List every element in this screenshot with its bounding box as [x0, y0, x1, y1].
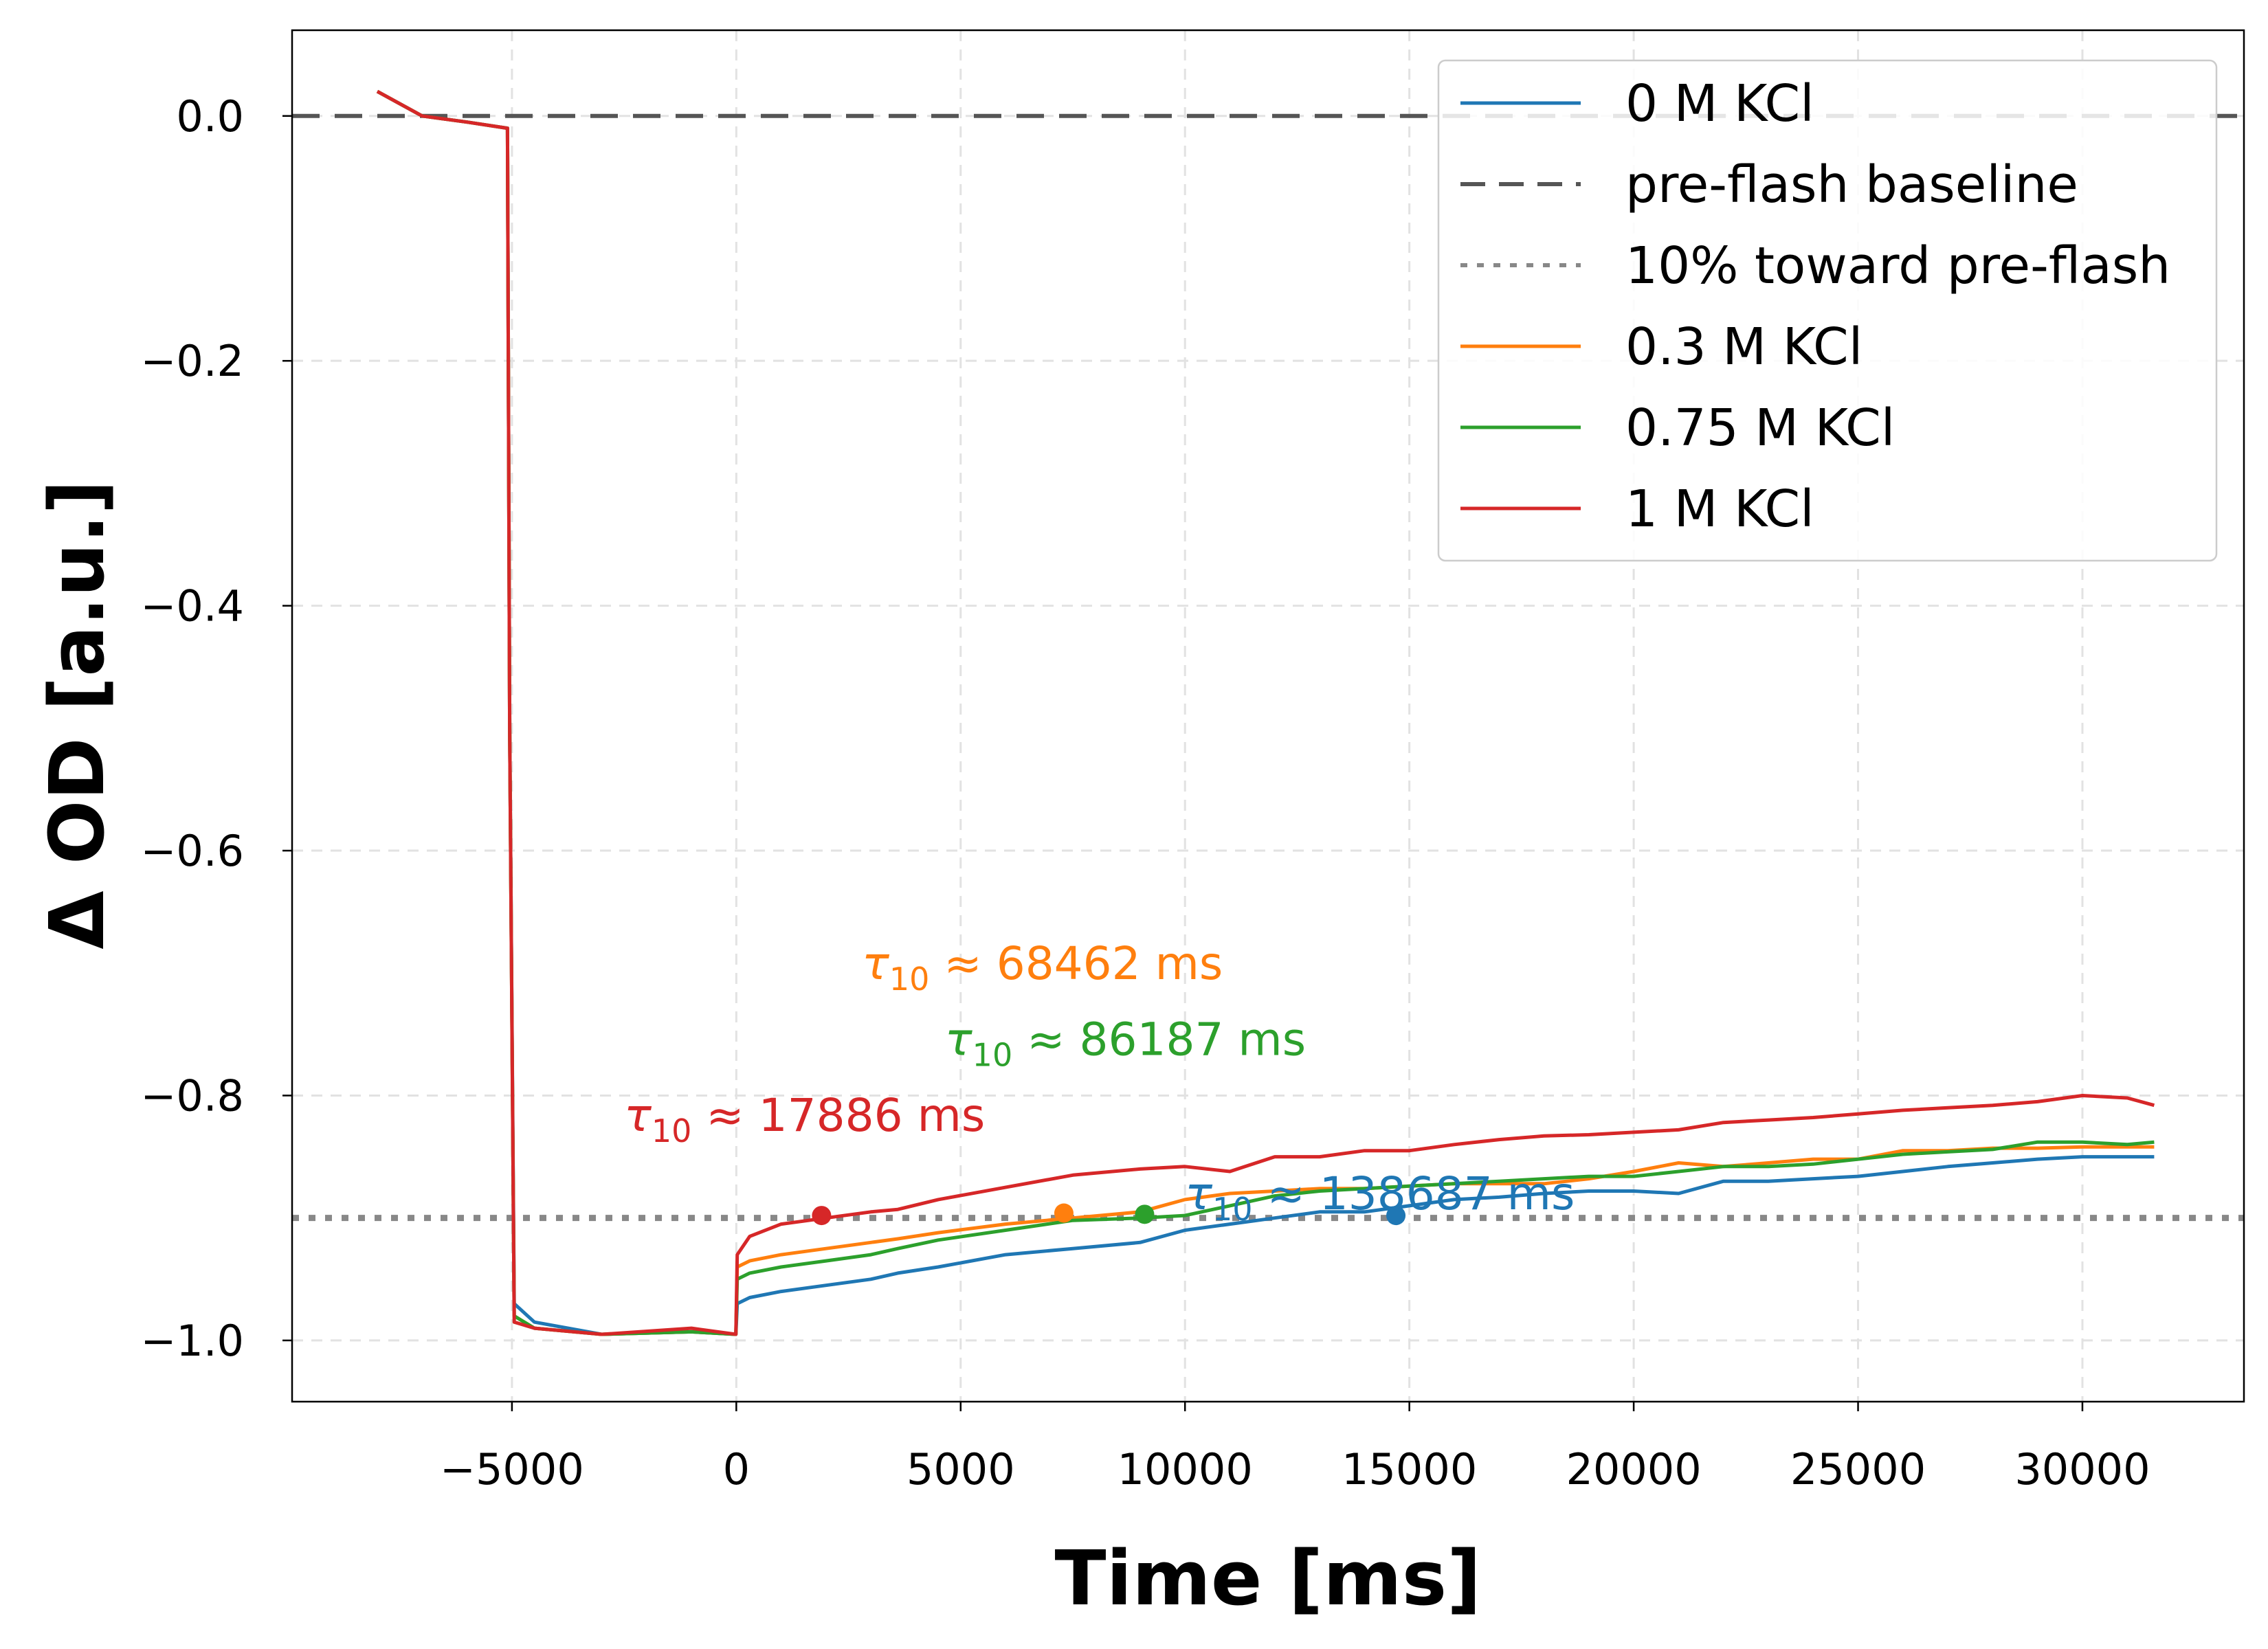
tau-annotation-1: τ10 ≈ 86187 ms: [945, 1013, 1306, 1074]
y-tick-label: −0.4: [140, 581, 244, 631]
plot-frame: [291, 29, 2245, 1403]
y-tick-label: −0.8: [140, 1070, 244, 1121]
x-tick-label: 30000: [2014, 1444, 2150, 1494]
y-axis-title: Δ OD [a.u.]: [33, 480, 121, 949]
x-tick-label: 10000: [1118, 1444, 1253, 1494]
legend-entries: 0 M KCl pre-flash baseline 10% toward pre-…: [1460, 74, 2170, 539]
tau-annotation-0: τ10 ≈ 68462 ms: [862, 937, 1223, 998]
y-tick-label: −0.6: [140, 826, 244, 876]
x-tick-label: −5000: [440, 1444, 584, 1494]
tau-marker-0: [812, 1206, 832, 1226]
tau-marker-1: [1054, 1203, 1074, 1223]
x-tick-label: 5000: [907, 1444, 1015, 1494]
legend: 0 M KCl pre-flash baseline 10% toward pre-…: [1437, 59, 2218, 562]
legend-label: 0.75 M KCl: [1625, 399, 1895, 458]
x-tick-label: 0: [723, 1444, 750, 1494]
x-tick-label: 15000: [1342, 1444, 1477, 1494]
y-tick-label: −1.0: [140, 1316, 244, 1366]
y-tick-label: 0.0: [176, 91, 244, 142]
tau-annotation-3: τ10 ≈ 138687 ms: [1185, 1167, 1575, 1228]
tau-annotation-2: τ10 ≈ 17886 ms: [624, 1089, 985, 1149]
series-lines: [376, 89, 2155, 1336]
x-axis-title: Time [ms]: [1055, 1534, 1482, 1622]
legend-label: pre-flash baseline: [1625, 155, 2078, 214]
tau-annotations: τ10 ≈ 68462 ms τ10 ≈ 86187 ms τ10 ≈ 17886 …: [624, 937, 1575, 1228]
tau-marker-3: [1386, 1206, 1406, 1226]
legend-frame: [1437, 59, 2218, 562]
legend-label: 0.3 M KCl: [1625, 317, 1863, 377]
series-line-3: [376, 89, 2155, 1336]
x-axis-ticks: −5000 0 5000 10000 15000 20000 25000 30000: [440, 1402, 2150, 1494]
legend-label: 10% toward pre-flash: [1625, 236, 2170, 295]
legend-label: 1 M KCl: [1625, 480, 1814, 539]
tau-marker-2: [1135, 1204, 1155, 1224]
tau-markers: [812, 1203, 1406, 1226]
x-tick-label: 20000: [1566, 1444, 1701, 1494]
legend-label: 0 M KCl: [1625, 74, 1814, 133]
y-axis-ticks: 0.0 −0.2 −0.4 −0.6 −0.8 −1.0: [140, 91, 292, 1366]
x-tick-label: 25000: [1790, 1444, 1926, 1494]
y-tick-label: −0.2: [140, 336, 244, 386]
